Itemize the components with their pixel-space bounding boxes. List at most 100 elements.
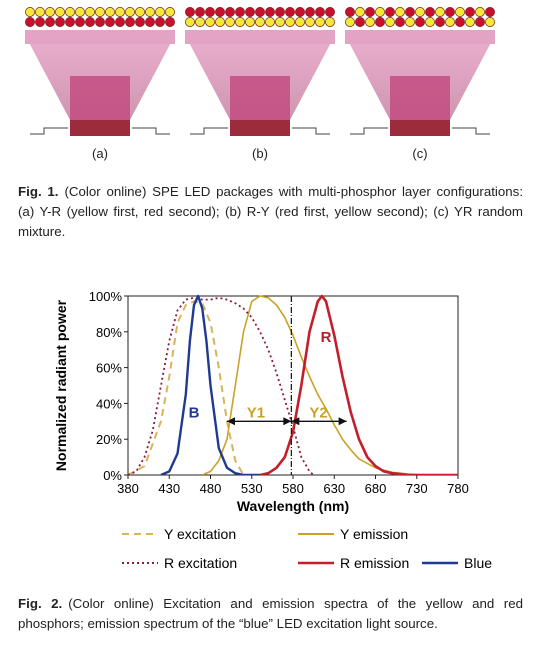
phosphor-particle [485, 17, 495, 27]
led-chip [70, 76, 130, 120]
phosphor-particle [205, 17, 215, 27]
phosphor-particle [95, 17, 105, 27]
y-tick-label: 0% [103, 468, 122, 483]
phosphor-particle [265, 7, 275, 17]
phosphor-particle [195, 17, 205, 27]
led-base [230, 120, 290, 136]
led-chip [390, 76, 450, 120]
phosphor-particle [285, 7, 295, 17]
phosphor-particle [385, 17, 395, 27]
phosphor-particle [305, 7, 315, 17]
lead-right [132, 127, 170, 135]
phosphor-particle [325, 17, 335, 27]
phosphor-particle [115, 7, 125, 17]
phosphor-particle [185, 7, 195, 17]
phosphor-particle [55, 17, 65, 27]
phosphor-particle [345, 7, 355, 17]
phosphor-particle [355, 7, 365, 17]
phosphor-particle [115, 17, 125, 27]
y-tick-label: 80% [96, 325, 122, 340]
phosphor-particle [485, 7, 495, 17]
x-tick-label: 530 [241, 481, 263, 496]
figure-1-caption-text: (Color online) SPE LED packages with mul… [18, 184, 524, 239]
phosphor-particle [375, 17, 385, 27]
phosphor-particle [475, 7, 485, 17]
phosphor-particle [245, 7, 255, 17]
x-tick-label: 630 [323, 481, 345, 496]
phosphor-particle [35, 17, 45, 27]
lead-left [30, 127, 68, 135]
phosphor-particle [315, 7, 325, 17]
x-tick-label: 430 [158, 481, 180, 496]
phosphor-particle [135, 7, 145, 17]
phosphor-particle [25, 7, 35, 17]
phosphor-particle [85, 17, 95, 27]
phosphor-particle [205, 7, 215, 17]
phosphor-particle [245, 17, 255, 27]
phosphor-particle [385, 7, 395, 17]
phosphor-particle [365, 17, 375, 27]
phosphor-particle [465, 7, 475, 17]
phosphor-particle [425, 17, 435, 27]
figure-2-caption-label: Fig. 2. [18, 596, 63, 611]
phosphor-particle [75, 7, 85, 17]
phosphor-particle [225, 7, 235, 17]
led-base [70, 120, 130, 136]
phosphor-particle [85, 7, 95, 17]
phosphor-particle [255, 17, 265, 27]
phosphor-particle [35, 7, 45, 17]
figure-1-caption: Fig. 1. (Color online) SPE LED packages w… [18, 182, 523, 242]
led-package-1: (a) [25, 7, 175, 161]
lead-right [292, 127, 330, 135]
phosphor-particle [395, 7, 405, 17]
series-line-4 [259, 294, 458, 475]
annotation-y2: Y2 [309, 404, 327, 421]
phosphor-particle [125, 17, 135, 27]
legend-item-1: Y excitation [122, 526, 236, 542]
phosphor-particle [435, 7, 445, 17]
phosphor-particle [225, 17, 235, 27]
legend-item-4: R emission [298, 555, 409, 571]
y-axis-label: Normalized radiant power [53, 299, 69, 471]
phosphor-particle [55, 7, 65, 17]
phosphor-particle [285, 17, 295, 27]
lead-right [452, 127, 490, 135]
legend-label: Y emission [340, 526, 408, 542]
annotation-y1: Y1 [247, 404, 265, 421]
phosphor-particle [235, 7, 245, 17]
legend-label: R excitation [164, 555, 237, 571]
x-tick-label: 580 [282, 481, 304, 496]
annotation-r: R [321, 329, 332, 346]
phosphor-particle [45, 17, 55, 27]
phosphor-particle [135, 17, 145, 27]
series-line-5 [160, 294, 260, 475]
phosphor-particle [455, 17, 465, 27]
phosphor-particle [165, 17, 175, 27]
panel-label: (a) [92, 146, 108, 161]
phosphor-particle [125, 7, 135, 17]
panel-label: (c) [412, 146, 427, 161]
led-package-2: (b) [185, 7, 335, 161]
phosphor-particle [475, 17, 485, 27]
phosphor-particle [345, 17, 355, 27]
phosphor-particle [455, 7, 465, 17]
phosphor-particle [325, 7, 335, 17]
phosphor-particle [195, 7, 205, 17]
series-line-3 [128, 296, 315, 475]
phosphor-particle [75, 17, 85, 27]
phosphor-particle [275, 7, 285, 17]
x-tick-label: 480 [200, 481, 222, 496]
phosphor-particle [365, 7, 375, 17]
phosphor-particle [295, 7, 305, 17]
legend-label: Y excitation [164, 526, 236, 542]
phosphor-particle [65, 7, 75, 17]
phosphor-particle [375, 7, 385, 17]
phosphor-particle [215, 17, 225, 27]
phosphor-particle [305, 17, 315, 27]
led-chip [230, 76, 290, 120]
figure-2-spectra-chart: 380 430 480 530 580 630 680 730 780 0% 20% 40% 60% 80… [53, 289, 492, 571]
legend-item-2: Y emission [298, 526, 408, 542]
arrow-head [291, 417, 300, 426]
phosphor-particle [165, 7, 175, 17]
phosphor-particle [265, 17, 275, 27]
